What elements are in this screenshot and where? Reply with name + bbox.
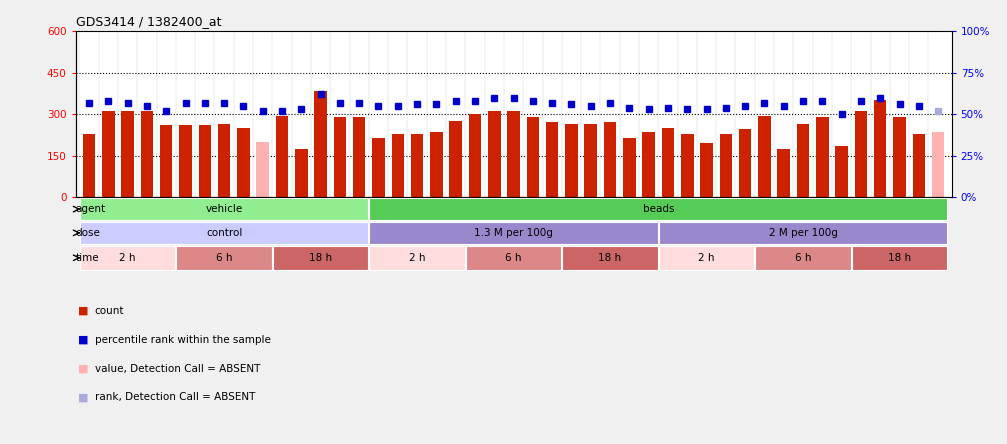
Bar	[931, 132, 945, 197]
Bar	[659, 222, 948, 244]
Bar	[681, 134, 694, 197]
Bar	[449, 121, 462, 197]
Bar	[758, 115, 770, 197]
Bar	[777, 149, 790, 197]
Bar	[80, 198, 369, 220]
Bar	[122, 111, 134, 197]
Bar	[739, 129, 751, 197]
Bar	[411, 134, 423, 197]
Text: 6 h: 6 h	[506, 253, 522, 263]
Bar	[102, 111, 115, 197]
Bar	[352, 117, 366, 197]
Bar	[816, 117, 829, 197]
Text: vehicle: vehicle	[205, 204, 243, 214]
Bar	[604, 123, 616, 197]
Text: dose: dose	[76, 228, 101, 238]
Bar	[295, 149, 307, 197]
Bar	[465, 246, 562, 270]
Bar	[584, 124, 597, 197]
Text: ■: ■	[78, 364, 88, 373]
Bar	[468, 114, 481, 197]
Bar	[237, 128, 250, 197]
Text: ■: ■	[78, 335, 88, 345]
Text: time: time	[76, 253, 100, 263]
Text: count: count	[95, 306, 124, 316]
Bar	[562, 246, 658, 270]
Text: beads: beads	[642, 204, 674, 214]
Bar	[80, 246, 175, 270]
Bar	[642, 132, 655, 197]
Bar	[314, 91, 327, 197]
Bar	[179, 125, 191, 197]
Bar	[333, 117, 346, 197]
Bar	[218, 124, 231, 197]
Bar	[370, 246, 465, 270]
Text: 18 h: 18 h	[888, 253, 911, 263]
Bar	[565, 124, 578, 197]
Bar	[659, 246, 754, 270]
Bar	[392, 134, 404, 197]
Bar	[623, 138, 635, 197]
Bar	[257, 142, 269, 197]
Bar	[488, 111, 500, 197]
Text: value, Detection Call = ABSENT: value, Detection Call = ABSENT	[95, 364, 260, 373]
Text: 2 h: 2 h	[120, 253, 136, 263]
Text: 1.3 M per 100g: 1.3 M per 100g	[474, 228, 553, 238]
Bar	[755, 246, 851, 270]
Text: 18 h: 18 h	[309, 253, 332, 263]
Text: 2 h: 2 h	[698, 253, 715, 263]
Bar	[273, 246, 369, 270]
Bar	[797, 124, 810, 197]
Text: control: control	[205, 228, 243, 238]
Bar	[546, 123, 559, 197]
Bar	[852, 246, 948, 270]
Text: 18 h: 18 h	[598, 253, 621, 263]
Bar	[662, 128, 675, 197]
Bar	[80, 222, 369, 244]
Text: 6 h: 6 h	[795, 253, 812, 263]
Bar	[893, 117, 905, 197]
Text: 6 h: 6 h	[215, 253, 233, 263]
Bar	[276, 115, 288, 197]
Bar	[176, 246, 272, 270]
Bar	[83, 134, 96, 197]
Bar	[874, 100, 886, 197]
Bar	[141, 111, 153, 197]
Bar	[855, 111, 867, 197]
Bar	[836, 146, 848, 197]
Text: 2 M per 100g: 2 M per 100g	[768, 228, 838, 238]
Bar	[527, 117, 539, 197]
Text: percentile rank within the sample: percentile rank within the sample	[95, 335, 271, 345]
Text: 2 h: 2 h	[409, 253, 425, 263]
Bar	[700, 143, 713, 197]
Text: GDS3414 / 1382400_at: GDS3414 / 1382400_at	[76, 16, 221, 28]
Bar	[370, 198, 948, 220]
Text: ■: ■	[78, 306, 88, 316]
Text: rank, Detection Call = ABSENT: rank, Detection Call = ABSENT	[95, 392, 255, 402]
Bar	[370, 222, 658, 244]
Text: agent: agent	[76, 204, 106, 214]
Bar	[912, 134, 925, 197]
Bar	[198, 125, 211, 197]
Bar	[160, 125, 172, 197]
Text: ■: ■	[78, 392, 88, 402]
Bar	[373, 138, 385, 197]
Bar	[720, 134, 732, 197]
Bar	[508, 111, 520, 197]
Bar	[430, 132, 443, 197]
